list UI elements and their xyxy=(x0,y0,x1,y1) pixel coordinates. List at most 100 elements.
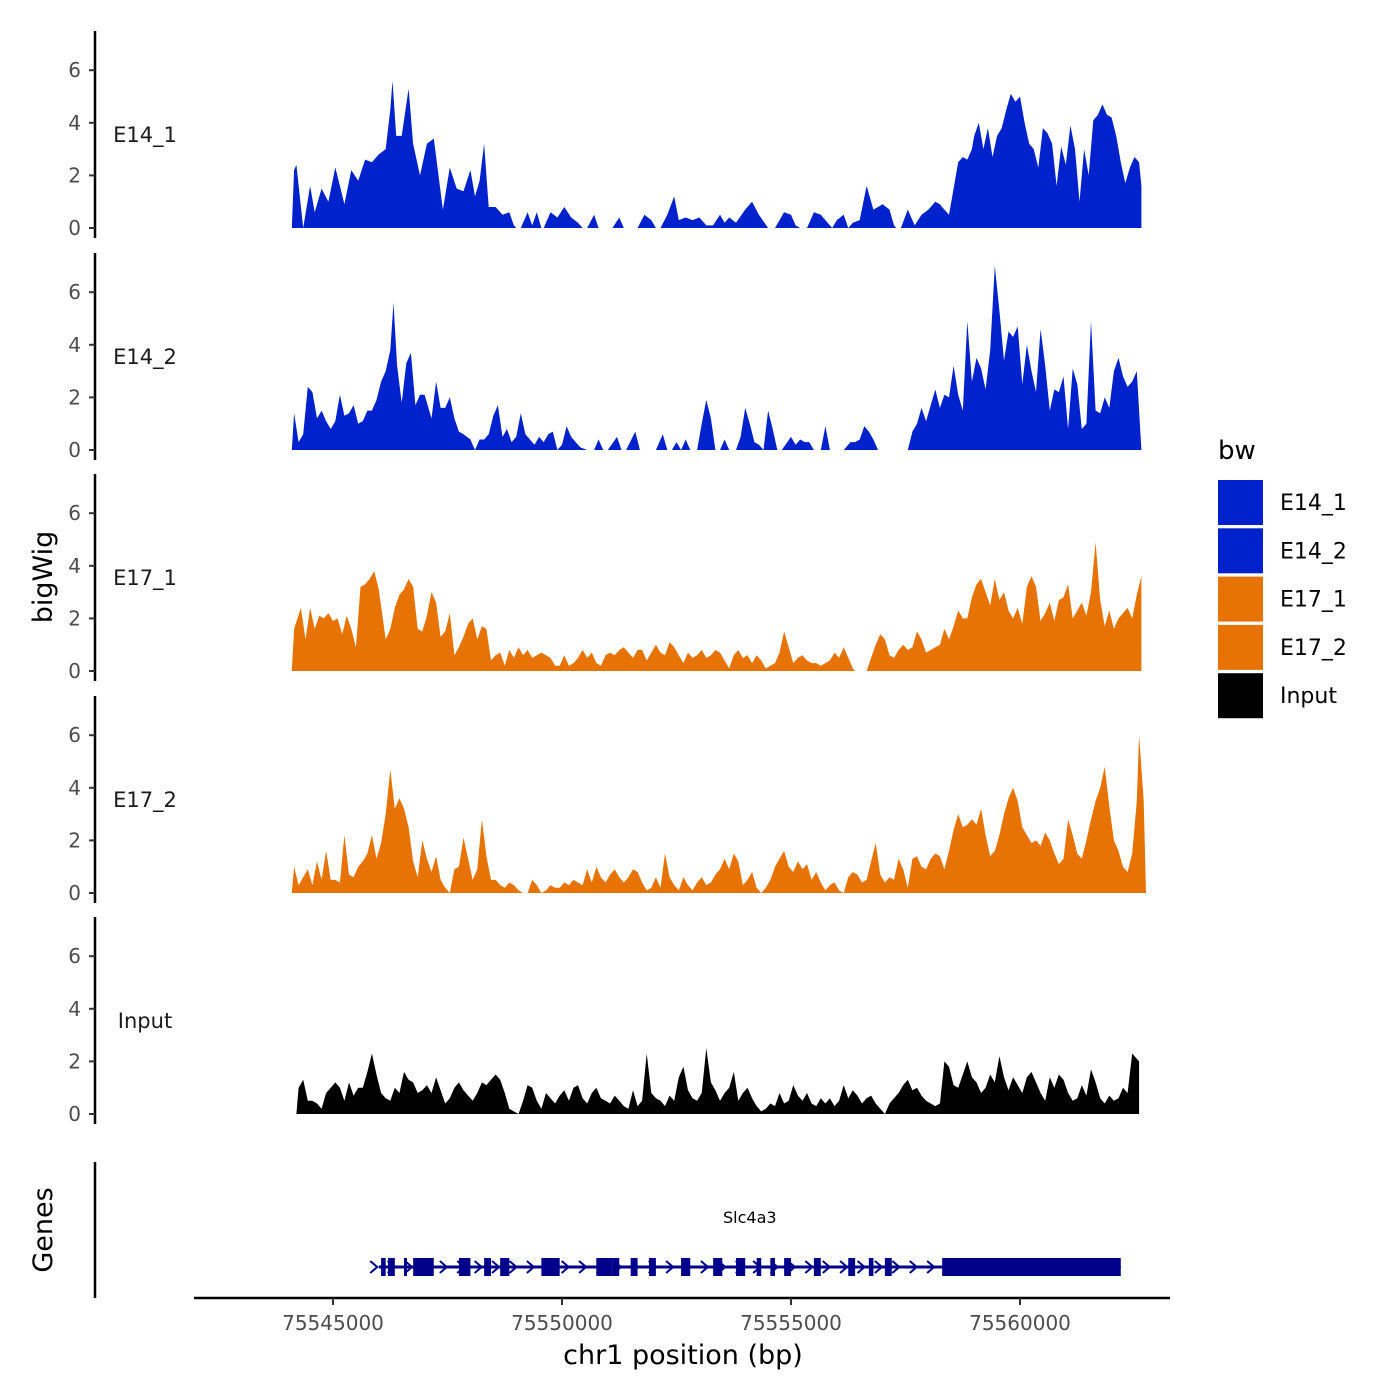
coverage-area-e17-1 xyxy=(291,542,1142,671)
track-e14-1: 0 2 4 6 E14_1 xyxy=(68,31,1142,240)
strand-arrow xyxy=(891,1260,901,1274)
strand-arrow xyxy=(369,1260,379,1274)
y-tick-label: 2 xyxy=(68,385,81,409)
coverage-area-e14-1 xyxy=(291,80,1142,228)
exon xyxy=(381,1258,386,1276)
strand-arrow xyxy=(561,1260,571,1274)
track-e17-2: 0 2 4 6 E17_2 xyxy=(68,696,1146,905)
exon xyxy=(736,1258,746,1276)
coverage-area-input xyxy=(296,1048,1140,1114)
y-tick-label: 6 xyxy=(68,280,81,304)
legend-title: bw xyxy=(1218,436,1256,466)
strand-arrow xyxy=(665,1260,675,1274)
exon xyxy=(784,1258,791,1276)
strand-arrow xyxy=(508,1260,518,1274)
track-e14-2: 0 2 4 6 E14_2 xyxy=(68,253,1142,462)
legend-swatch-input xyxy=(1218,673,1263,719)
y-tick-label: 4 xyxy=(68,333,81,357)
legend-swatch-e14-1 xyxy=(1218,480,1263,525)
strand-arrow xyxy=(526,1260,536,1274)
strand-arrow xyxy=(856,1260,867,1274)
genes-axis-title: Genes xyxy=(28,1187,59,1272)
y-tick-label: 0 xyxy=(68,438,81,462)
strand-arrow xyxy=(926,1260,936,1274)
legend-label: E17_1 xyxy=(1280,588,1347,613)
bigwig-tracks: 0 2 4 6 E14_1 0 2 4 6 E14_2 0 2 4 6 E17_1 0 2 4 6 E17_2 0 2 4 6… xyxy=(68,31,1146,1126)
track-e17-1: 0 2 4 6 E17_1 xyxy=(68,474,1142,683)
exon xyxy=(484,1258,492,1276)
y-tick-label: 4 xyxy=(68,997,81,1021)
exon xyxy=(458,1258,471,1276)
y-tick-label: 6 xyxy=(68,58,81,82)
strand-arrow xyxy=(491,1260,501,1274)
strand-arrow xyxy=(404,1260,414,1274)
y-tick-label: 6 xyxy=(68,944,81,968)
strand-arrow xyxy=(578,1260,588,1274)
track-input: 0 2 4 6 Input xyxy=(68,917,1140,1126)
track-label: E14_1 xyxy=(113,123,177,148)
x-axis-title: chr1 position (bp) xyxy=(563,1340,803,1371)
exon xyxy=(387,1258,395,1276)
track-label: E17_2 xyxy=(113,788,177,813)
exon xyxy=(884,1258,892,1276)
exon xyxy=(403,1258,407,1276)
strand-arrow xyxy=(473,1260,484,1274)
strand-arrow xyxy=(804,1260,814,1274)
y-tick-label: 2 xyxy=(68,828,81,852)
exon xyxy=(713,1258,723,1276)
strand-arrow xyxy=(700,1260,710,1274)
track-label: E17_1 xyxy=(113,566,177,591)
strand-arrow xyxy=(439,1260,449,1274)
exon xyxy=(770,1258,775,1276)
exon xyxy=(868,1258,874,1276)
strand-arrow xyxy=(822,1260,832,1274)
coverage-area-e14-2 xyxy=(291,265,1142,450)
exon xyxy=(541,1258,560,1276)
x-tick-label: 75550000 xyxy=(511,1311,613,1335)
exon xyxy=(612,1258,620,1276)
exon xyxy=(681,1258,691,1276)
y-tick-label: 2 xyxy=(68,163,81,187)
exon xyxy=(630,1258,638,1276)
legend-label: E17_2 xyxy=(1280,636,1347,661)
exon xyxy=(848,1258,856,1276)
track-label: E14_2 xyxy=(113,345,177,370)
legend-label: E14_1 xyxy=(1280,491,1347,516)
exon xyxy=(596,1258,613,1276)
legend-swatch-e14-2 xyxy=(1218,528,1263,574)
y-tick-label: 0 xyxy=(68,216,81,240)
x-axis: 75545000 75550000 75555000 75560000 xyxy=(194,1296,1170,1335)
x-tick-label: 75560000 xyxy=(969,1311,1071,1335)
genes-track: Slc4a3 xyxy=(93,1162,1121,1298)
y-axis-title: bigWig xyxy=(28,531,59,624)
exon xyxy=(813,1258,821,1276)
y-tick-label: 0 xyxy=(68,659,81,683)
y-tick-label: 6 xyxy=(68,723,81,747)
legend-swatch-e17-1 xyxy=(1218,576,1263,622)
coverage-area-e17-2 xyxy=(291,735,1146,893)
y-tick-label: 0 xyxy=(68,1102,81,1126)
y-tick-label: 2 xyxy=(68,606,81,630)
y-tick-label: 6 xyxy=(68,501,81,525)
legend-swatch-e17-2 xyxy=(1218,624,1263,670)
strand-arrow xyxy=(909,1260,919,1274)
strand-arrow xyxy=(874,1260,884,1274)
y-tick-label: 0 xyxy=(68,881,81,905)
exon xyxy=(413,1258,434,1276)
y-tick-label: 4 xyxy=(68,554,81,578)
exon xyxy=(756,1258,762,1276)
strand-arrow xyxy=(839,1260,849,1274)
track-label: Input xyxy=(118,1009,172,1033)
y-tick-label: 2 xyxy=(68,1049,81,1073)
legend-label: E14_2 xyxy=(1280,539,1347,564)
legend: bw E14_1 E14_2 E17_1 E17_2 Input xyxy=(1218,436,1347,719)
legend-label: Input xyxy=(1280,684,1337,709)
exon xyxy=(500,1258,510,1276)
exon xyxy=(942,1258,1121,1276)
exon xyxy=(649,1258,656,1276)
x-tick-label: 75545000 xyxy=(282,1311,384,1335)
y-tick-label: 4 xyxy=(68,111,81,135)
gene-name-label: Slc4a3 xyxy=(723,1208,777,1227)
x-tick-label: 75555000 xyxy=(740,1311,842,1335)
